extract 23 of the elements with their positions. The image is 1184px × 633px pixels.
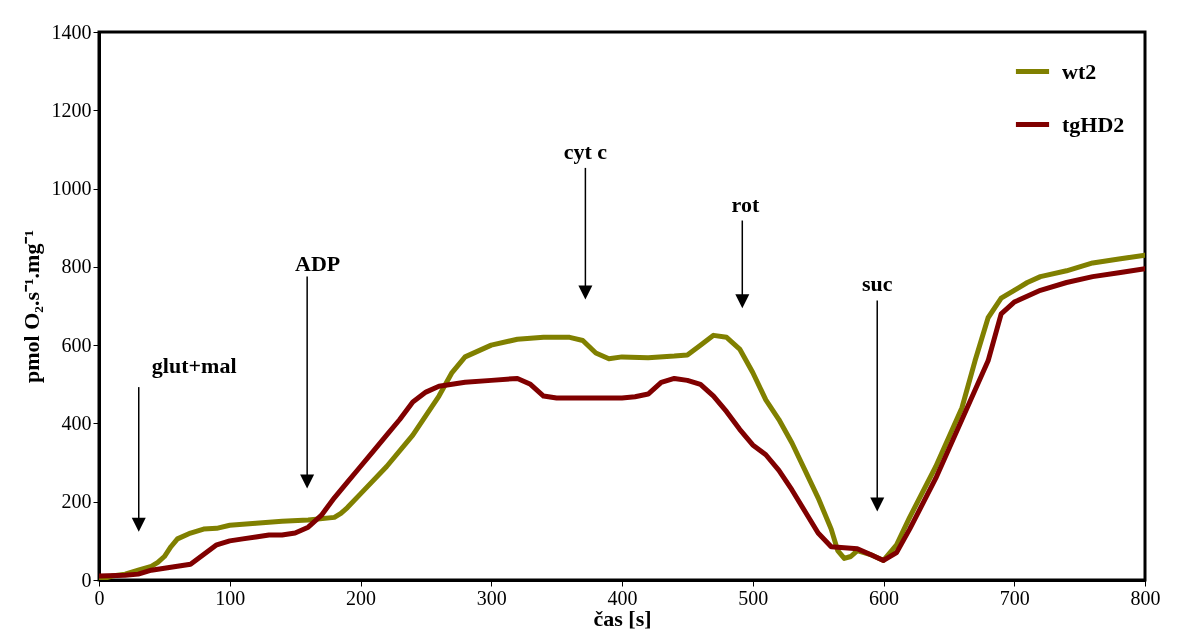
x-tick-label: 500 (738, 586, 769, 609)
x-tick-label: 300 (476, 586, 507, 609)
legend-label: tgHD2 (1062, 111, 1125, 137)
x-tick-label: 700 (999, 586, 1030, 609)
x-tick-label: 100 (215, 586, 246, 609)
annotation: ADP (295, 250, 341, 276)
annotation: rot (731, 191, 760, 217)
y-tick-label: 1000 (51, 177, 92, 200)
annotation: cyt c (563, 139, 608, 165)
legend-label: wt2 (1062, 58, 1097, 84)
y-tick-label: 800 (61, 255, 92, 278)
annotation: glut+mal (151, 353, 237, 379)
y-tick-label: 1200 (51, 98, 92, 121)
y-axis-title: pmol O₂.s⁻¹.mg⁻¹ (18, 230, 44, 383)
y-tick-label: 1400 (51, 20, 92, 43)
x-tick-label: 600 (869, 586, 899, 609)
y-tick-label: 0 (81, 568, 92, 591)
y-tick-label: 200 (61, 490, 92, 513)
annotation: suc (861, 271, 893, 297)
x-tick-label: 200 (346, 586, 376, 609)
y-tick-label: 400 (61, 411, 92, 434)
y-tick-label: 600 (61, 333, 92, 356)
x-tick-label: 800 (1130, 586, 1161, 609)
